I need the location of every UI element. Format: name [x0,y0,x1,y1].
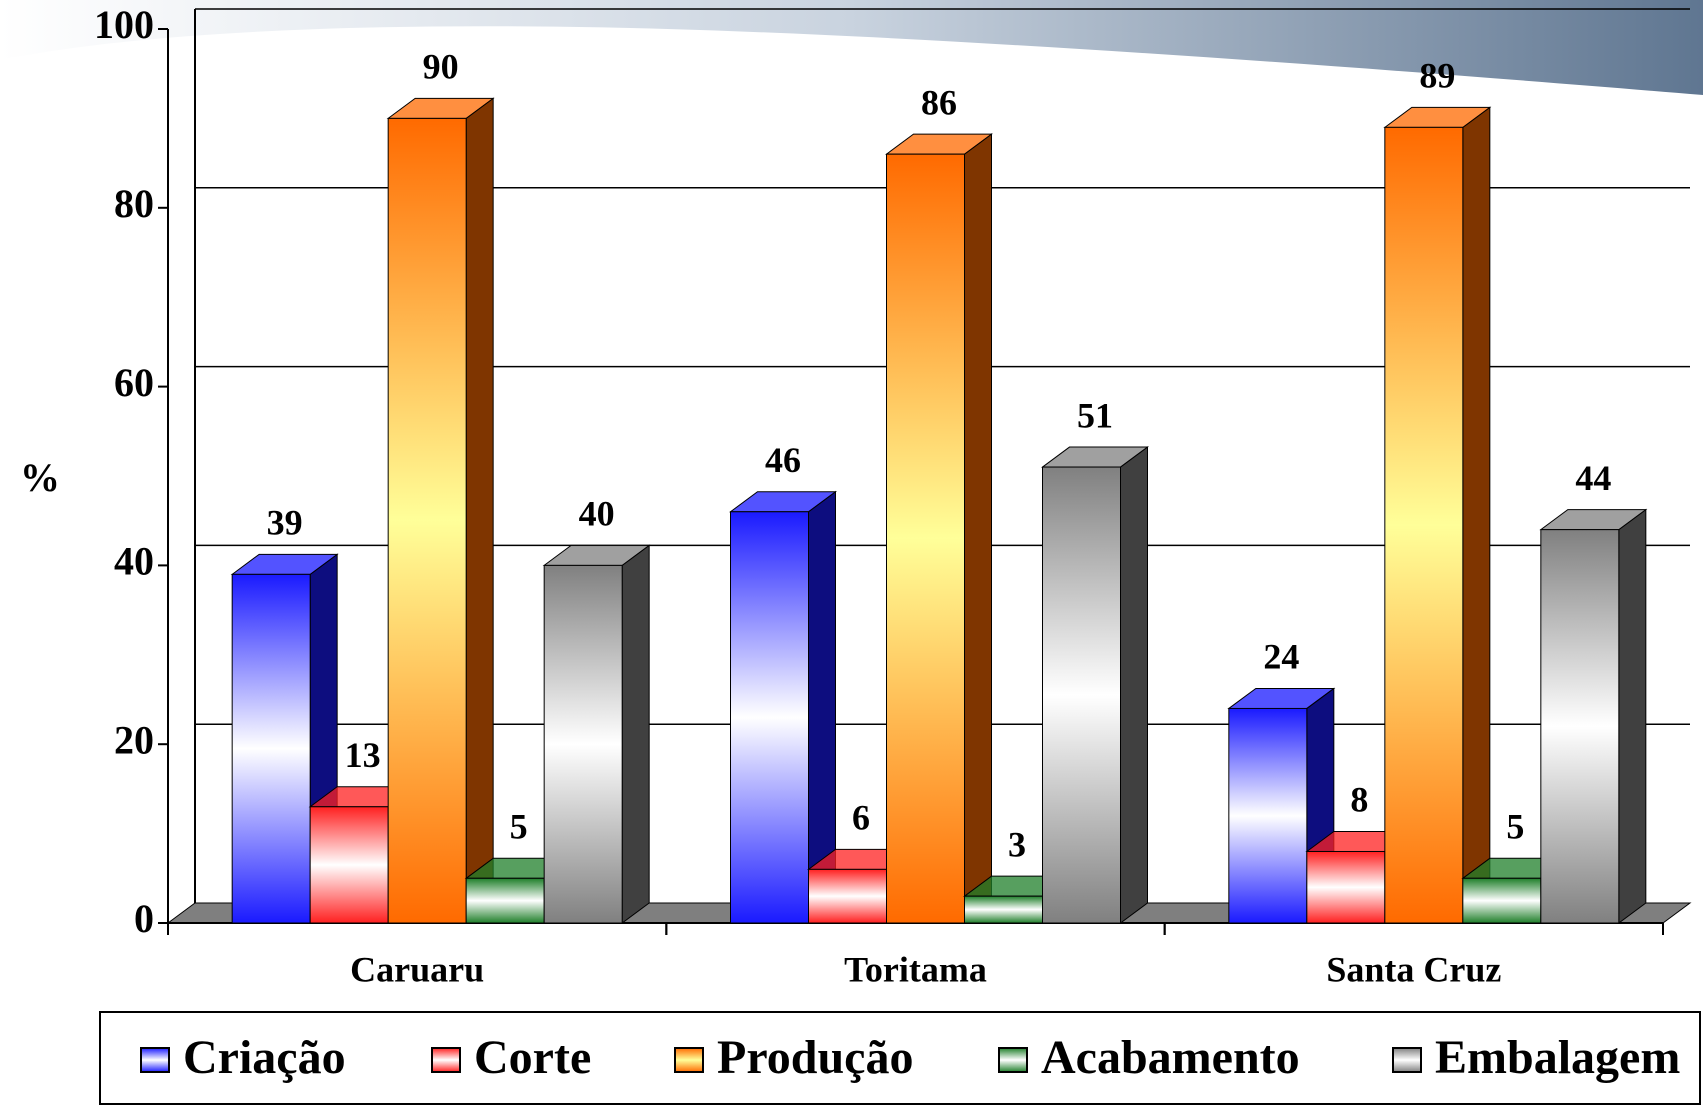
legend-swatch [674,1047,704,1073]
bar-side-shade [1120,447,1148,923]
x-tick-label: Toritama [844,949,987,989]
data-label: 39 [267,503,303,543]
x-tick-label: Caruaru [350,949,484,989]
y-axis-label: % [20,455,60,500]
legend-label: Corte [474,1031,591,1084]
bar-side-shade [1462,107,1490,924]
bar-side-shade [964,134,992,923]
y-tick-label: 60 [114,360,154,405]
data-label: 86 [921,82,957,122]
y-tick-label: 40 [114,539,154,584]
bar [309,806,389,924]
legend-box [99,1011,1701,1105]
legend-swatch [998,1047,1028,1073]
legend-swatch [431,1047,461,1073]
y-tick-label: 80 [114,181,154,226]
data-label: 44 [1575,458,1611,498]
bar [543,564,623,924]
legend-label: Acabamento [1041,1031,1300,1084]
bar [465,877,545,924]
y-tick-label: 20 [114,717,154,762]
data-label: 13 [345,735,381,775]
y-tick-label: 100 [94,2,154,47]
bar [1042,466,1121,924]
legend-swatch [1392,1047,1422,1073]
data-label: 8 [1350,780,1368,820]
data-label: 3 [1008,824,1026,864]
data-label: 5 [510,807,528,847]
x-tick-label: Santa Cruz [1326,949,1501,989]
bar [886,153,965,924]
legend-label: Produção [717,1031,913,1084]
data-label: 40 [579,494,615,534]
bar [231,573,311,924]
bar [1228,707,1308,924]
data-label: 5 [1506,807,1524,847]
data-label: 46 [765,440,801,480]
bar [387,117,467,924]
bar [1384,126,1464,924]
bar [730,511,809,924]
plot-area: 0 20 40 60 80 100 Caruaru 39 13 90 5 40 Toritama 46 6 8… [94,2,1692,989]
header-swoosh [0,0,1703,95]
bar-side-shade [466,98,494,923]
legend-label: Criação [183,1031,346,1084]
bar [1306,850,1386,924]
bar-side-shade [1618,509,1646,923]
legend-swatch [140,1047,170,1073]
bar-side-shade [808,491,836,923]
bar [1540,529,1620,924]
data-label: 6 [852,798,870,838]
bar [1462,877,1542,924]
y-tick-label: 0 [134,896,154,941]
bar-side-shade [622,545,650,923]
data-label: 51 [1077,395,1113,435]
data-label: 24 [1263,637,1299,677]
data-label: 90 [423,47,459,87]
bar [964,895,1043,924]
legend-label: Embalagem [1435,1031,1680,1084]
bar [808,868,887,924]
data-label: 89 [1419,56,1455,96]
